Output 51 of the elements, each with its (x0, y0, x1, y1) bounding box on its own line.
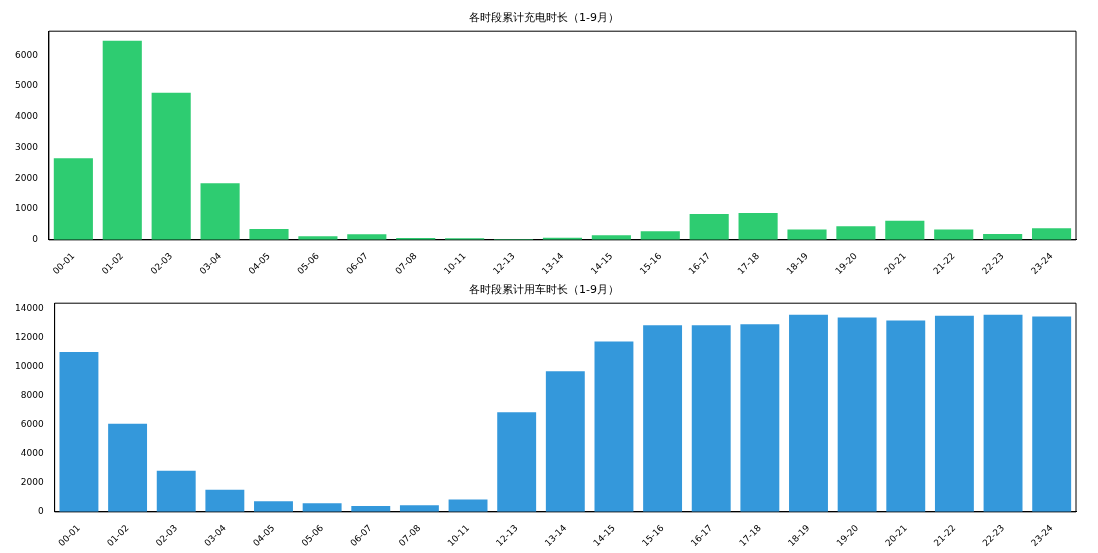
y-tick-label: 5000 (15, 80, 39, 91)
y-tick-label: 3000 (15, 141, 39, 152)
bar (837, 317, 877, 512)
y-tick-label: 2000 (20, 477, 44, 488)
bar (836, 226, 876, 240)
bar (53, 158, 93, 240)
bar (347, 234, 387, 240)
bar (497, 412, 537, 512)
bar (886, 320, 926, 512)
bar (689, 214, 729, 240)
y-tick-label: 14000 (14, 303, 44, 314)
bar (594, 341, 634, 512)
bar (787, 229, 827, 240)
y-tick-label: 1000 (15, 203, 39, 214)
bar (643, 325, 683, 512)
bar (983, 314, 1023, 512)
chart-title: 各时段累计充电时长（1-9月） (469, 11, 619, 25)
bar (740, 324, 780, 512)
bar (1032, 316, 1072, 512)
bar (934, 229, 974, 240)
bar (205, 489, 245, 512)
y-tick-label: 0 (37, 506, 44, 517)
bar (691, 325, 731, 512)
y-tick-label: 4000 (20, 448, 44, 459)
bar (885, 220, 925, 240)
bar (249, 229, 289, 240)
bar (254, 501, 293, 512)
y-tick-label: 6000 (15, 49, 39, 60)
bar (151, 92, 191, 240)
bar (59, 352, 99, 512)
bar (102, 40, 142, 240)
y-tick-label: 8000 (20, 390, 44, 401)
bar (545, 371, 585, 512)
y-tick-label: 6000 (20, 419, 44, 430)
chart-title: 各时段累计用车时长（1-9月） (469, 283, 619, 297)
y-tick-label: 12000 (14, 332, 44, 343)
bar (789, 314, 828, 512)
bar (934, 315, 974, 512)
bar (108, 423, 148, 512)
bar (399, 505, 439, 512)
bar (1031, 228, 1072, 240)
bar (156, 470, 196, 512)
y-tick-label: 2000 (15, 172, 39, 183)
bar (640, 231, 680, 240)
y-tick-label: 10000 (14, 361, 44, 372)
bar (200, 183, 240, 240)
bar (738, 213, 778, 240)
bar (448, 499, 488, 512)
bar (302, 503, 342, 512)
y-tick-label: 0 (32, 234, 39, 245)
y-tick-label: 4000 (15, 111, 39, 122)
